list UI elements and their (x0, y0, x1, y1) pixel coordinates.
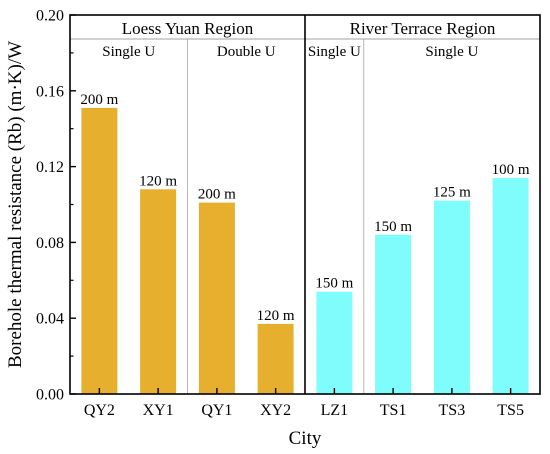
x-tick-label-lz1: LZ1 (321, 402, 349, 419)
bar-label-xy2: 120 m (257, 308, 295, 324)
bar-label-ts5: 100 m (492, 162, 530, 178)
subgroup-label-2: Single U (308, 44, 361, 60)
y-tick-label: 0.12 (36, 159, 64, 176)
subgroup-label-0: Single U (102, 44, 155, 60)
x-tick-label-qy1: QY1 (201, 402, 232, 419)
bar-ts1 (375, 234, 412, 394)
data-labels-group: 200 m 120 m 200 m 120 m 150 m 150 m 125 m 100 m (80, 92, 530, 324)
region-label-1: River Terrace Region (350, 19, 496, 38)
x-tick-label-xy2: XY2 (260, 402, 291, 419)
x-tick-label-ts5: TS5 (497, 402, 524, 419)
x-tick-label-xy1: XY1 (143, 402, 174, 419)
x-tick-label-qy2: QY2 (84, 402, 115, 419)
subgroup-label-1: Double U (217, 44, 276, 60)
region-label-0: Loess Yuan Region (122, 19, 254, 38)
bar-qy1 (198, 202, 235, 394)
subgroup-label-3: Single U (425, 44, 478, 60)
bar-label-lz1: 150 m (315, 276, 353, 292)
bar-label-xy1: 120 m (139, 173, 177, 189)
y-tick-label: 0.08 (36, 235, 64, 252)
x-axis: QY2 XY1 QY1 XY2 LZ1 TS1 TS3 TS5 (84, 388, 524, 419)
y-tick-label: 0.00 (36, 387, 64, 404)
y-tick-label: 0.20 (36, 8, 64, 25)
y-axis-title: Borehole thermal resistance (Rb) (m·K)/W (5, 41, 26, 368)
y-axis: 0.00 0.04 0.08 0.12 0.16 0.20 (36, 8, 76, 404)
y-tick-label: 0.04 (36, 311, 64, 328)
bar-label-ts3: 125 m (433, 185, 471, 201)
bars-group (81, 107, 529, 395)
bar-qy2 (81, 107, 118, 395)
region-header-group: Loess Yuan Region River Terrace Region Sin… (102, 19, 496, 60)
bar-label-ts1: 150 m (374, 219, 412, 235)
bar-ts5 (492, 178, 529, 394)
bar-lz1 (316, 291, 353, 394)
bar-ts3 (433, 200, 470, 394)
x-tick-label-ts1: TS1 (380, 402, 407, 419)
y-tick-label: 0.16 (36, 83, 64, 100)
x-tick-label-ts3: TS3 (439, 402, 466, 419)
bar-xy1 (140, 189, 177, 394)
bar-xy2 (257, 323, 294, 394)
bar-label-qy1: 200 m (198, 187, 236, 203)
bar-label-qy2: 200 m (80, 92, 118, 108)
x-axis-title: City (289, 428, 322, 449)
